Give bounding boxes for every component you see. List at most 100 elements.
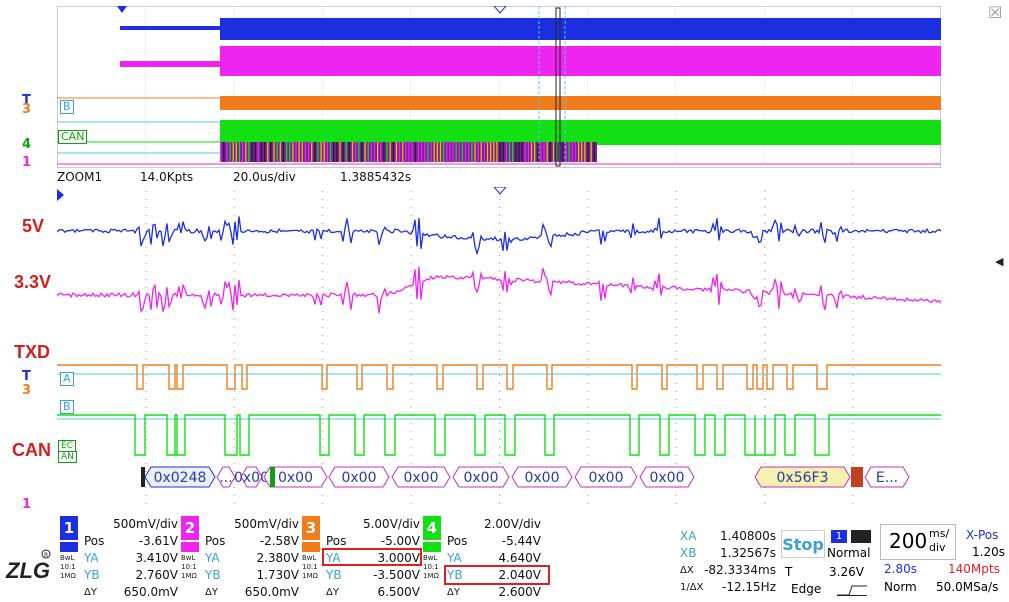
dx-value: -82.3334ms bbox=[704, 563, 776, 577]
decode-label-5: 0x00 bbox=[403, 470, 438, 486]
trigger-level: 3.26V bbox=[829, 565, 864, 579]
bus-can-chip: CAN bbox=[58, 130, 88, 144]
zoom-name: ZOOM1 bbox=[57, 170, 103, 184]
channel-panel-1[interactable]: 1 BwL 10:1 1MΩ 500mV/div Pos -3.61V YA 3.4… bbox=[60, 516, 180, 602]
channel-panel-3[interactable]: 3 BwL 10:1 1MΩ 5.00V/div Pos -5.00V YA 3.0… bbox=[302, 516, 422, 602]
decode-label-6: 0x00 bbox=[463, 470, 498, 486]
dy-value: 650.0mV bbox=[123, 585, 178, 599]
decode-frame-9 bbox=[639, 466, 695, 488]
pos-value: -5.00V bbox=[380, 534, 420, 548]
pos-label: Pos bbox=[447, 534, 468, 548]
channel-number[interactable]: 1 bbox=[60, 516, 78, 540]
decode-label-10: 0x56F3 bbox=[777, 470, 829, 486]
highlight-ch3-ya bbox=[322, 548, 422, 566]
decode-frame-11 bbox=[864, 466, 910, 488]
dx-label: ΔX bbox=[680, 565, 694, 576]
pos-value: -5.44V bbox=[501, 534, 541, 548]
zoom-center-icon bbox=[493, 187, 507, 195]
ch4-marker: 4 bbox=[22, 137, 32, 152]
zoom-ch1-marker: 1 bbox=[22, 497, 32, 512]
run-trigger-panel: Stop 1 Normal T 3.26V Edge bbox=[779, 518, 877, 600]
yb-value: 1.730V bbox=[256, 568, 299, 582]
yb-label: YB bbox=[205, 568, 221, 582]
pos-value: -3.61V bbox=[138, 534, 178, 548]
dy-label: ΔY bbox=[326, 587, 339, 598]
sample-rate: 50.0MSa/s bbox=[936, 580, 999, 594]
channel-vdiv: 2.00V/div bbox=[483, 517, 541, 531]
acq-mode: Norm bbox=[884, 580, 917, 594]
ov-ch3-block bbox=[220, 96, 941, 110]
timebase-panel[interactable]: 200 ms/ div X-Pos 1.20s 2.80s 140Mpts No… bbox=[880, 518, 1009, 600]
pos-value: -2.58V bbox=[259, 534, 299, 548]
yb-label: YB bbox=[447, 568, 463, 582]
decode-label-4: 0x00 bbox=[341, 470, 376, 486]
record-time: 2.80s bbox=[884, 562, 917, 576]
zoom-time: 1.3885432s bbox=[340, 170, 412, 184]
zoom-timebase: 20.0us/div bbox=[233, 170, 296, 184]
yb-label: YB bbox=[326, 568, 342, 582]
overview-waveform bbox=[57, 6, 941, 168]
trigger-mode[interactable]: Normal bbox=[827, 546, 871, 560]
zoom-trigger-icon bbox=[57, 189, 64, 201]
yb-value: 2.040V bbox=[498, 568, 541, 582]
cursor-measure-panel[interactable]: XA 1.40800s XB 1.32567s ΔX -82.3334ms 1/… bbox=[676, 518, 778, 600]
decode-label-1: ... bbox=[219, 470, 232, 486]
trigger-mode-icon bbox=[851, 530, 871, 543]
ya-label: YA bbox=[326, 551, 341, 565]
decode-label-2: 0x00 bbox=[234, 470, 269, 486]
zoom-can-chip-bot: AN bbox=[58, 451, 77, 463]
channel-panel-4[interactable]: 4 BwL 10:1 1MΩ 2.00V/div Pos -5.44V YA 4.6… bbox=[423, 516, 543, 602]
side-panel-arrow-icon[interactable]: ◀ bbox=[995, 255, 1004, 268]
channel-coupling: BwL 10:1 1MΩ bbox=[302, 542, 320, 600]
run-stop-button[interactable]: Stop bbox=[781, 530, 825, 558]
channel-panel-2[interactable]: 2 BwL 10:1 1MΩ 500mV/div Pos -2.58V YA 2.3… bbox=[181, 516, 301, 602]
dy-value: 2.600V bbox=[498, 585, 541, 599]
timebase-box[interactable]: 200 ms/ div bbox=[880, 524, 956, 560]
zoom-points: 14.0Kpts bbox=[140, 170, 194, 184]
logo-text: ZLG bbox=[5, 558, 50, 583]
channel-number[interactable]: 4 bbox=[423, 516, 441, 540]
freq-label: 1/ΔX bbox=[680, 582, 704, 593]
highlight-ch4-yb bbox=[444, 565, 550, 585]
channel-number[interactable]: 3 bbox=[302, 516, 320, 540]
decode-frame-2 bbox=[240, 466, 263, 488]
ya-label: YA bbox=[447, 551, 462, 565]
decode-frame-0 bbox=[144, 466, 216, 488]
zoom-bus-a-chip: A bbox=[60, 372, 74, 386]
label-3v3: 3.3V bbox=[14, 272, 52, 292]
decode-label-8: 0x00 bbox=[588, 470, 623, 486]
channel-vdiv: 5.00V/div bbox=[362, 517, 420, 531]
ov-ch1-block bbox=[220, 18, 941, 40]
ya-label: YA bbox=[84, 551, 99, 565]
trigger-type[interactable]: Edge bbox=[791, 582, 822, 596]
decode-frame-1 bbox=[216, 466, 236, 488]
close-icon[interactable]: ☒ bbox=[988, 3, 1003, 22]
zoom-trigger-marker: T bbox=[22, 369, 31, 384]
ov-zoom-window bbox=[555, 7, 561, 167]
label-5v: 5V bbox=[22, 216, 45, 236]
ya-label: YA bbox=[205, 551, 220, 565]
dy-label: ΔY bbox=[205, 587, 218, 598]
zoom-waveform: 0x0248... 0x00 0x00 0x00 0x00 0x00 0x00 0x00 0x0… bbox=[57, 187, 941, 513]
channel-number[interactable]: 2 bbox=[181, 516, 199, 540]
dy-value: 650.0mV bbox=[244, 585, 299, 599]
zoom-bus-b-chip: B bbox=[60, 400, 74, 414]
ov-ch4-block bbox=[220, 120, 941, 145]
label-can: CAN bbox=[12, 440, 51, 460]
ch4-can-trace bbox=[57, 414, 941, 456]
label-txd: TXD bbox=[14, 342, 50, 362]
dy-label: ΔY bbox=[447, 587, 460, 598]
decode-label-7: 0x00 bbox=[524, 470, 559, 486]
zoom-info-bar: ZOOM1 14.0Kpts 20.0us/div 1.3885432s bbox=[57, 170, 941, 186]
decode-frame-7 bbox=[511, 466, 573, 488]
decode-frame-10 bbox=[754, 466, 851, 488]
bottom-status-panel: ZLG R 1 BwL 10:1 1MΩ 500mV/div Pos -3.61V … bbox=[0, 514, 1009, 602]
channel-coupling: BwL 10:1 1MΩ bbox=[423, 542, 441, 600]
timebase-unit-top: ms/ bbox=[929, 527, 950, 540]
freq-value: -12.15Hz bbox=[721, 580, 776, 594]
edge-rising-icon bbox=[837, 584, 867, 596]
ov-ch2-block bbox=[220, 46, 941, 76]
timebase-value: 200 bbox=[889, 529, 928, 553]
ya-value: 2.380V bbox=[256, 551, 299, 565]
zlg-logo: ZLG R bbox=[4, 544, 54, 584]
